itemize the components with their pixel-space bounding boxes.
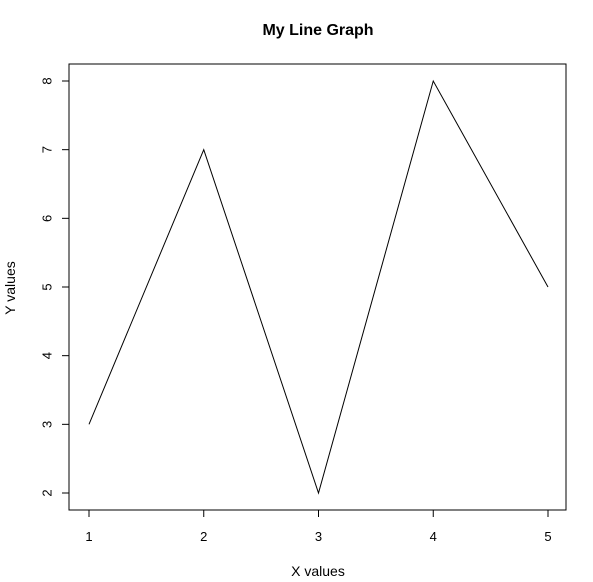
y-tick-label: 4 xyxy=(40,352,55,359)
x-axis: 1 2 3 4 5 xyxy=(85,510,551,544)
x-axis-label: X values xyxy=(291,563,345,579)
plot-frame xyxy=(69,64,566,510)
x-tick-label: 4 xyxy=(430,529,437,544)
y-axis: 2 3 4 5 6 7 8 xyxy=(40,77,70,496)
y-tick-label: 7 xyxy=(40,146,55,153)
series-group xyxy=(89,81,548,493)
series-line-1 xyxy=(89,81,548,493)
x-tick-label: 2 xyxy=(200,529,207,544)
y-tick-label: 5 xyxy=(40,283,55,290)
x-tick-label: 3 xyxy=(315,529,322,544)
y-tick-label: 2 xyxy=(40,489,55,496)
x-tick-label: 5 xyxy=(544,529,551,544)
chart-title: My Line Graph xyxy=(262,22,373,39)
x-tick-label: 1 xyxy=(85,529,92,544)
y-tick-label: 8 xyxy=(40,77,55,84)
y-tick-label: 3 xyxy=(40,421,55,428)
y-tick-label: 6 xyxy=(40,215,55,222)
y-axis-label: Y values xyxy=(2,261,18,314)
